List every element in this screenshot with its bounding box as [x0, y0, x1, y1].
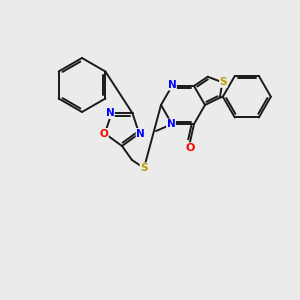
Text: O: O	[185, 143, 195, 153]
Text: S: S	[140, 163, 148, 173]
Text: N: N	[106, 108, 114, 118]
Text: N: N	[168, 80, 176, 90]
Text: N: N	[136, 129, 145, 139]
Text: N: N	[167, 119, 176, 129]
Text: S: S	[220, 77, 227, 87]
Text: O: O	[100, 129, 108, 139]
